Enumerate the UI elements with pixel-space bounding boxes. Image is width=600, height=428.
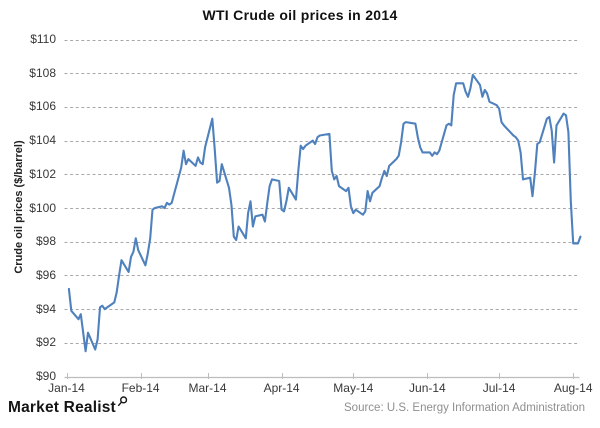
brand-text: Market Realist	[8, 399, 116, 416]
y-axis-tick-label: $100	[29, 200, 56, 215]
x-axis-tick-label: Jun-14	[409, 381, 446, 395]
x-axis-tick-label: Feb-14	[121, 381, 160, 395]
y-axis-tick-label: $102	[29, 166, 56, 181]
magnifier-icon	[117, 396, 128, 407]
y-axis-tick-label: $108	[29, 65, 56, 80]
x-axis-tick-label: Jul-14	[482, 381, 516, 395]
x-axis-tick-label: Jan-14	[48, 381, 85, 395]
y-axis-tick-label: $94	[35, 301, 56, 316]
y-axis-tick-label: $92	[35, 335, 56, 350]
y-axis-tick-label: $104	[29, 133, 56, 148]
x-axis-tick-label: May-14	[333, 381, 374, 395]
y-axis-tick-label: $96	[35, 267, 56, 282]
x-axis-tick-label: Aug-14	[553, 381, 593, 395]
y-axis-tick-label: $110	[30, 32, 56, 46]
source-attribution: Source: U.S. Energy Information Administ…	[344, 402, 585, 414]
y-axis-tick-label: $90	[35, 369, 56, 383]
price-line	[67, 73, 582, 353]
chart-title: WTI Crude oil prices in 2014	[202, 7, 398, 23]
y-axis-tick-label: $106	[29, 99, 56, 114]
y-axis-tick-label: $98	[35, 234, 56, 249]
brand-logo: Market Realist	[8, 396, 128, 417]
x-axis-tick-label: Apr-14	[263, 381, 300, 395]
x-axis-tick-label: Mar-14	[188, 381, 227, 395]
